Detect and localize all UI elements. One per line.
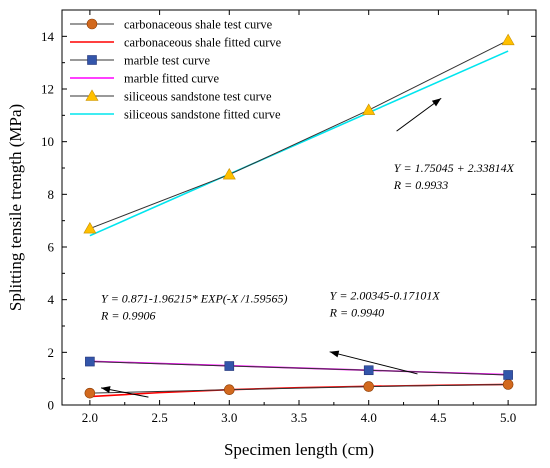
annotation-2: Y = 2.00345-0.17101X R = 0.9940	[329, 289, 441, 375]
series-1	[89, 383, 509, 398]
y-tick-label: 6	[48, 240, 55, 255]
x-axis: 2.0 2.5 3.0 3.5 4.0 4.5 5.0	[82, 10, 516, 425]
annotation-text: R = 0.9906	[100, 308, 155, 322]
legend: carbonaceous shale test curve carbonaceou…	[70, 18, 282, 122]
test-line	[89, 361, 509, 376]
y-tick-label: 2	[48, 345, 55, 360]
data-point	[85, 356, 95, 367]
data-point	[223, 384, 235, 396]
annotation-arrow	[396, 97, 442, 132]
legend-label: marble test curve	[124, 54, 211, 68]
x-tick-label: 2.5	[151, 410, 167, 425]
y-tick-label: 14	[41, 29, 55, 44]
series-5	[89, 50, 509, 237]
legend-marker	[85, 89, 99, 101]
data-point	[363, 381, 375, 392]
plot-frame	[61, 9, 537, 406]
y-tick-label: 10	[41, 134, 54, 149]
legend-item-5: siliceous sandstone fitted curve	[70, 108, 281, 122]
test-line	[89, 383, 509, 394]
legend-marker	[86, 18, 98, 30]
annotation-0: Y = 1.75045 + 2.33814X R = 0.9933	[393, 97, 515, 192]
data-point	[502, 379, 514, 390]
annotation-text: R = 0.9940	[329, 306, 384, 320]
data-point	[83, 221, 97, 234]
legend-item-4: siliceous sandstone test curve	[70, 89, 272, 104]
series-2	[85, 356, 513, 380]
legend-item-3: marble fitted curve	[70, 72, 220, 86]
annotations: Y = 1.75045 + 2.33814X R = 0.9933 Y = 0.87…	[100, 97, 515, 398]
legend-label: siliceous sandstone test curve	[124, 90, 272, 104]
legend-label: marble fitted curve	[124, 72, 220, 86]
arrow-head	[101, 386, 111, 394]
y-tick-label: 8	[48, 187, 55, 202]
annotation-text: Y = 2.00345-0.17101X	[330, 289, 441, 303]
data-point	[84, 387, 96, 399]
annotation-text: Y = 1.75045 + 2.33814X	[394, 161, 515, 175]
x-tick-label: 5.0	[500, 410, 516, 425]
annotation-arrow	[329, 351, 418, 375]
x-tick-label: 3.5	[291, 410, 307, 425]
data-point	[362, 103, 376, 115]
annotation-text: R = 0.9933	[393, 178, 448, 192]
test-line	[89, 39, 509, 230]
legend-label: carbonaceous shale fitted curve	[124, 36, 282, 50]
data-point	[501, 33, 515, 46]
legend-item-2: marble test curve	[70, 54, 211, 68]
x-tick-label: 4.0	[361, 410, 377, 425]
annotation-text: Y = 0.871-1.96215* EXP(-X /1.59565)	[101, 291, 287, 305]
y-tick-label: 12	[41, 82, 54, 97]
data-point	[222, 167, 236, 180]
arrow-head	[431, 98, 442, 107]
legend-label: siliceous sandstone fitted curve	[124, 108, 281, 122]
series-layer	[83, 33, 515, 399]
y-axis-title: Splitting tensile trength (MPa)	[6, 104, 25, 311]
x-tick-label: 2.0	[82, 410, 98, 425]
x-axis-title: Specimen length (cm)	[224, 440, 374, 459]
annotation-1: Y = 0.871-1.96215* EXP(-X /1.59565) R = 0…	[100, 291, 287, 398]
fitted-line	[89, 383, 509, 398]
series-4	[83, 33, 515, 234]
data-point	[224, 361, 235, 371]
legend-label: carbonaceous shale test curve	[124, 18, 273, 32]
legend-marker	[87, 55, 97, 65]
fitted-line	[89, 50, 509, 237]
series-0	[84, 379, 514, 399]
data-point	[503, 370, 513, 380]
y-tick-label: 4	[48, 292, 55, 307]
x-tick-label: 4.5	[430, 410, 446, 425]
legend-item-1: carbonaceous shale fitted curve	[70, 36, 282, 50]
data-point	[363, 365, 374, 376]
y-tick-label: 0	[48, 398, 55, 413]
legend-item-0: carbonaceous shale test curve	[70, 18, 273, 32]
arrow-head	[329, 350, 340, 358]
y-axis: 0 2 4 6 8 10 12 14	[41, 29, 536, 413]
x-tick-label: 3.0	[221, 410, 237, 425]
